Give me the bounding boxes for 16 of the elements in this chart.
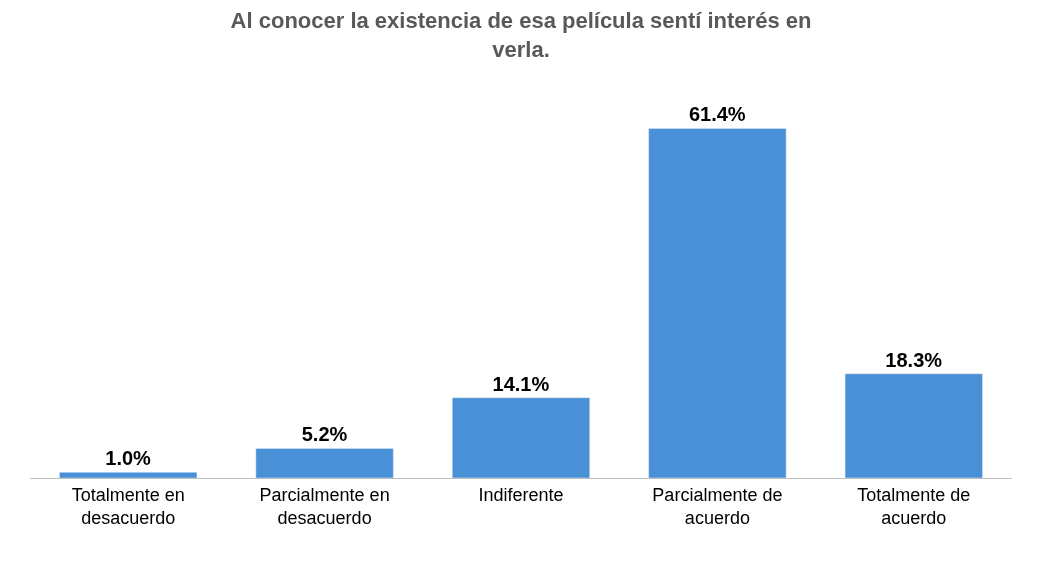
data-label: 18.3% [885, 348, 943, 371]
data-label: 61.4% [688, 103, 746, 126]
bar [452, 397, 590, 478]
x-tick-label: Indiferente [478, 484, 564, 505]
x-tick-label: Parcialmente de acuerdo [652, 484, 783, 528]
data-label: 5.2% [301, 423, 348, 446]
x-tick-label: Totalmente en desacuerdo [71, 484, 185, 528]
chart-title: Al conocer la existencia de esa película sentí interés en verla. [230, 8, 812, 62]
x-tick-label: Parcialmente en desacuerdo [259, 484, 390, 528]
bar [255, 448, 394, 478]
bar [648, 128, 787, 478]
bar [59, 472, 198, 478]
x-tick-label: Totalmente de acuerdo [857, 484, 971, 528]
data-label: 1.0% [105, 447, 152, 470]
bar [844, 373, 983, 478]
data-label: 14.1% [492, 372, 550, 395]
